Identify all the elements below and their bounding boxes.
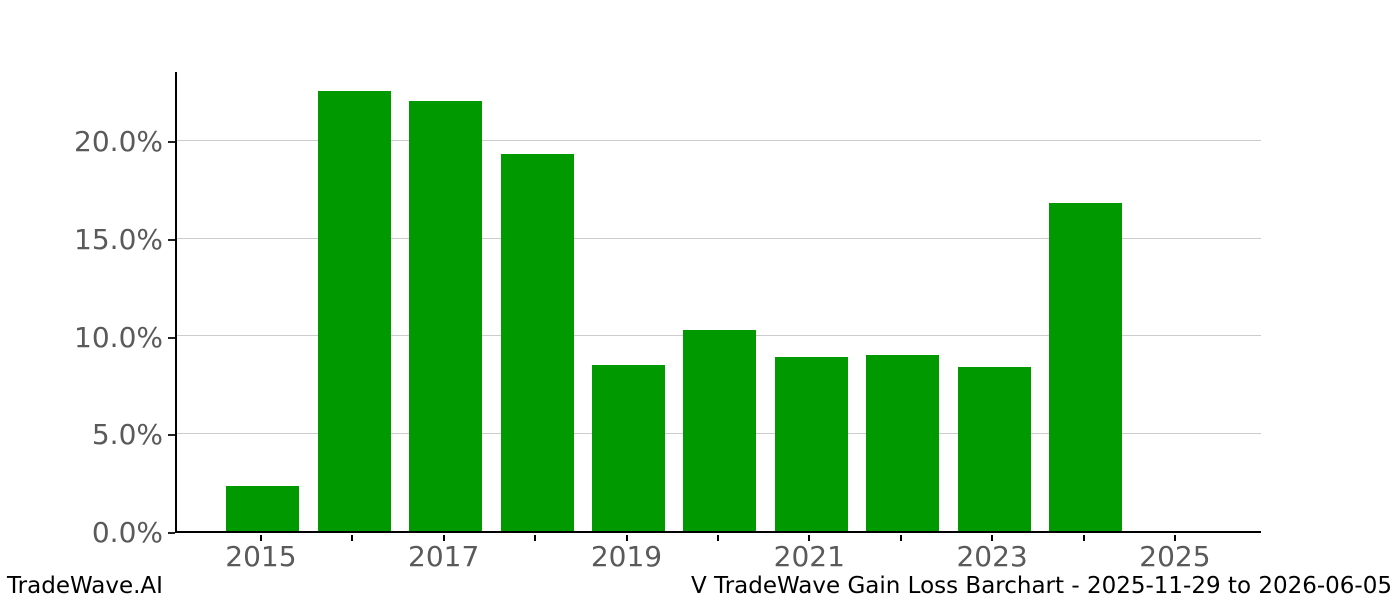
bar-2019 [592, 365, 665, 531]
x-tick-mark-2015 [259, 535, 262, 541]
y-axis-label-20pct: 20.0% [74, 125, 163, 159]
y-axis-label-10pct: 10.0% [74, 320, 163, 354]
y-tick-mark [168, 532, 175, 534]
x-tick-mark-2016 [351, 535, 354, 541]
x-tick-mark-2019 [625, 535, 628, 541]
y-tick-mark [168, 141, 175, 144]
x-tick-mark-2020 [716, 535, 719, 541]
x-axis-label-2019: 2019 [590, 540, 663, 573]
plot-area [175, 72, 1261, 533]
bar-2022 [866, 355, 940, 531]
x-axis-label-2023: 2023 [956, 540, 1028, 573]
gridline-20pct [177, 139, 1261, 141]
bar-2018 [500, 154, 574, 531]
x-tick-mark-2021 [808, 535, 811, 541]
x-axis-label-2025: 2025 [1139, 540, 1211, 573]
y-axis-label-5pct: 5.0% [91, 418, 163, 452]
y-axis-label-15pct: 15.0% [74, 222, 163, 256]
x-tick-mark-2017 [442, 535, 445, 541]
bar-2016 [317, 91, 391, 531]
watermark-brand-text: TradeWave.AI [7, 573, 163, 599]
x-axis-label-2021: 2021 [773, 540, 845, 573]
x-axis-label-2017: 2017 [408, 540, 480, 573]
gridline-15pct [177, 237, 1261, 239]
y-axis-label-0pct: 0.0% [91, 516, 163, 549]
bar-2020 [683, 330, 757, 531]
x-tick-mark-2023 [991, 535, 994, 541]
y-tick-mark [168, 336, 175, 339]
x-tick-mark-2024 [1082, 535, 1085, 541]
bar-2024 [1049, 203, 1122, 531]
x-tick-mark-2025 [1173, 535, 1176, 541]
bar-2021 [774, 357, 848, 531]
y-tick-mark [168, 434, 175, 437]
chart-caption-text: V TradeWave Gain Loss Barchart - 2025-11… [691, 573, 1392, 599]
bar-2017 [409, 101, 483, 531]
x-axis-label-2015: 2015 [225, 540, 297, 573]
y-tick-mark [168, 238, 175, 241]
bar-2015 [226, 486, 300, 531]
x-tick-mark-2018 [534, 535, 537, 541]
x-tick-mark-2022 [899, 535, 902, 541]
bar-2023 [957, 367, 1031, 531]
